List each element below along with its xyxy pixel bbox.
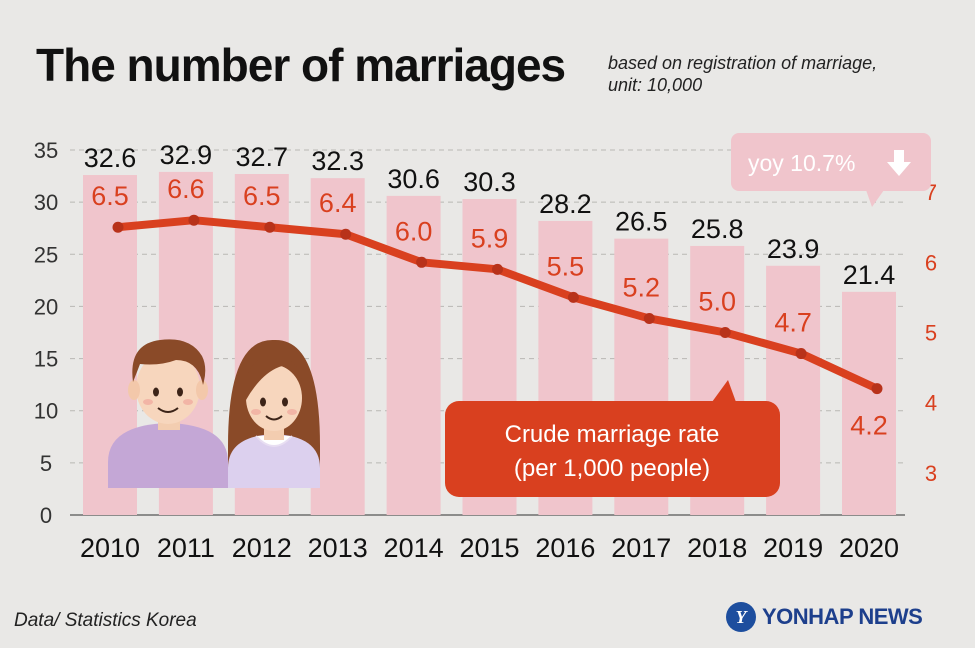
yoy-badge: yoy 10.7% [731, 133, 931, 207]
callout-line-2: (per 1,000 people) [514, 455, 710, 482]
x-tick-label: 2010 [80, 533, 140, 563]
rate-point [340, 228, 352, 240]
x-tick-label: 2020 [839, 533, 899, 563]
rate-value-label: 5.2 [623, 272, 661, 302]
x-tick-label: 2018 [687, 533, 747, 563]
y-right-tick-label: 4 [925, 391, 937, 416]
x-tick-label: 2014 [384, 533, 444, 563]
rate-point [567, 291, 579, 303]
yoy-label: yoy 10.7% [748, 150, 855, 176]
down-arrow-icon [887, 150, 911, 176]
rate-value-label: 4.7 [774, 308, 812, 338]
rate-value-labels: 6.5 6.6 6.5 6.4 6.0 5.9 5.5 5.2 5.0 4.7 4.2 [91, 174, 888, 440]
subtitle-line-1: based on registration of marriage, [608, 53, 878, 73]
rate-point [264, 221, 276, 233]
rate-point [795, 348, 807, 360]
y-tick-label: 0 [40, 503, 52, 528]
y-right-tick-label: 5 [925, 321, 937, 346]
chart-subtitle: based on registration of marriage, unit:… [608, 52, 877, 96]
bar-value-label: 26.5 [615, 207, 668, 237]
subtitle-line-2: unit: 10,000 [608, 75, 703, 95]
chart-title: The number of marriages [36, 39, 566, 91]
rate-value-label: 6.0 [395, 216, 433, 246]
rate-value-label: 5.5 [547, 251, 585, 281]
woman-figure [228, 339, 320, 488]
bar-value-label: 21.4 [843, 260, 896, 290]
bar-value-label: 30.3 [463, 167, 516, 197]
bar-value-label: 32.9 [160, 140, 213, 170]
bar [842, 291, 896, 515]
bar-value-label: 32.6 [84, 143, 137, 173]
rate-point [871, 383, 883, 395]
x-tick-label: 2013 [308, 533, 368, 563]
x-tick-label: 2011 [157, 533, 215, 563]
bar-value-label: 32.7 [236, 142, 289, 172]
brand-name: YONHAP NEWS [762, 604, 923, 629]
x-axis-labels: 2010 2011 2012 2013 2014 2015 2016 2017 2018 2019… [80, 533, 899, 563]
bar-value-labels: 32.6 32.9 32.7 32.3 30.6 30.3 28.2 26.5 25.8 23.9… [84, 140, 896, 290]
x-tick-label: 2012 [232, 533, 292, 563]
x-tick-label: 2017 [611, 533, 671, 563]
rate-value-label: 6.5 [243, 181, 281, 211]
y-tick-label: 30 [34, 190, 58, 215]
rate-point [719, 327, 731, 338]
rate-point [492, 263, 503, 275]
rate-line [112, 214, 883, 395]
y-tick-label: 10 [34, 399, 58, 424]
x-tick-label: 2019 [763, 533, 823, 563]
rate-point [112, 221, 124, 233]
yonhap-globe-icon: Y [726, 602, 756, 632]
bar-value-label: 23.9 [767, 234, 820, 264]
rate-point [188, 214, 200, 226]
bar-value-label: 25.8 [691, 214, 744, 244]
x-tick-label: 2016 [535, 533, 595, 563]
bar-value-label: 32.3 [311, 146, 364, 176]
man-figure [108, 339, 228, 488]
y-right-tick-label: 6 [925, 250, 937, 275]
source-note: Data/ Statistics Korea [14, 610, 197, 631]
bar-value-label: 28.2 [539, 189, 592, 219]
y-axis-left: 0 5 10 15 20 25 30 35 [34, 138, 58, 528]
rate-point [416, 256, 428, 268]
rate-value-label: 6.6 [167, 174, 205, 204]
y-tick-label: 25 [34, 242, 58, 267]
rate-callout: Crude marriage rate (per 1,000 people) [445, 380, 780, 497]
y-tick-label: 5 [40, 451, 52, 476]
y-tick-label: 15 [34, 347, 58, 372]
rate-value-label: 5.0 [698, 287, 736, 317]
rate-value-label: 4.2 [850, 411, 888, 441]
rate-point [643, 312, 655, 324]
bar-value-label: 30.6 [387, 164, 440, 194]
x-tick-label: 2015 [459, 533, 519, 563]
rate-value-label: 5.9 [471, 223, 509, 253]
y-right-tick-label: 3 [925, 461, 937, 486]
callout-line-1: Crude marriage rate [505, 421, 720, 448]
brand-logo: Y YONHAP NEWS [726, 600, 923, 634]
y-tick-label: 20 [34, 294, 58, 319]
couple-illustration [108, 339, 320, 488]
rate-value-label: 6.5 [91, 181, 129, 211]
y-tick-label: 35 [34, 138, 58, 163]
rate-value-label: 6.4 [319, 188, 357, 218]
